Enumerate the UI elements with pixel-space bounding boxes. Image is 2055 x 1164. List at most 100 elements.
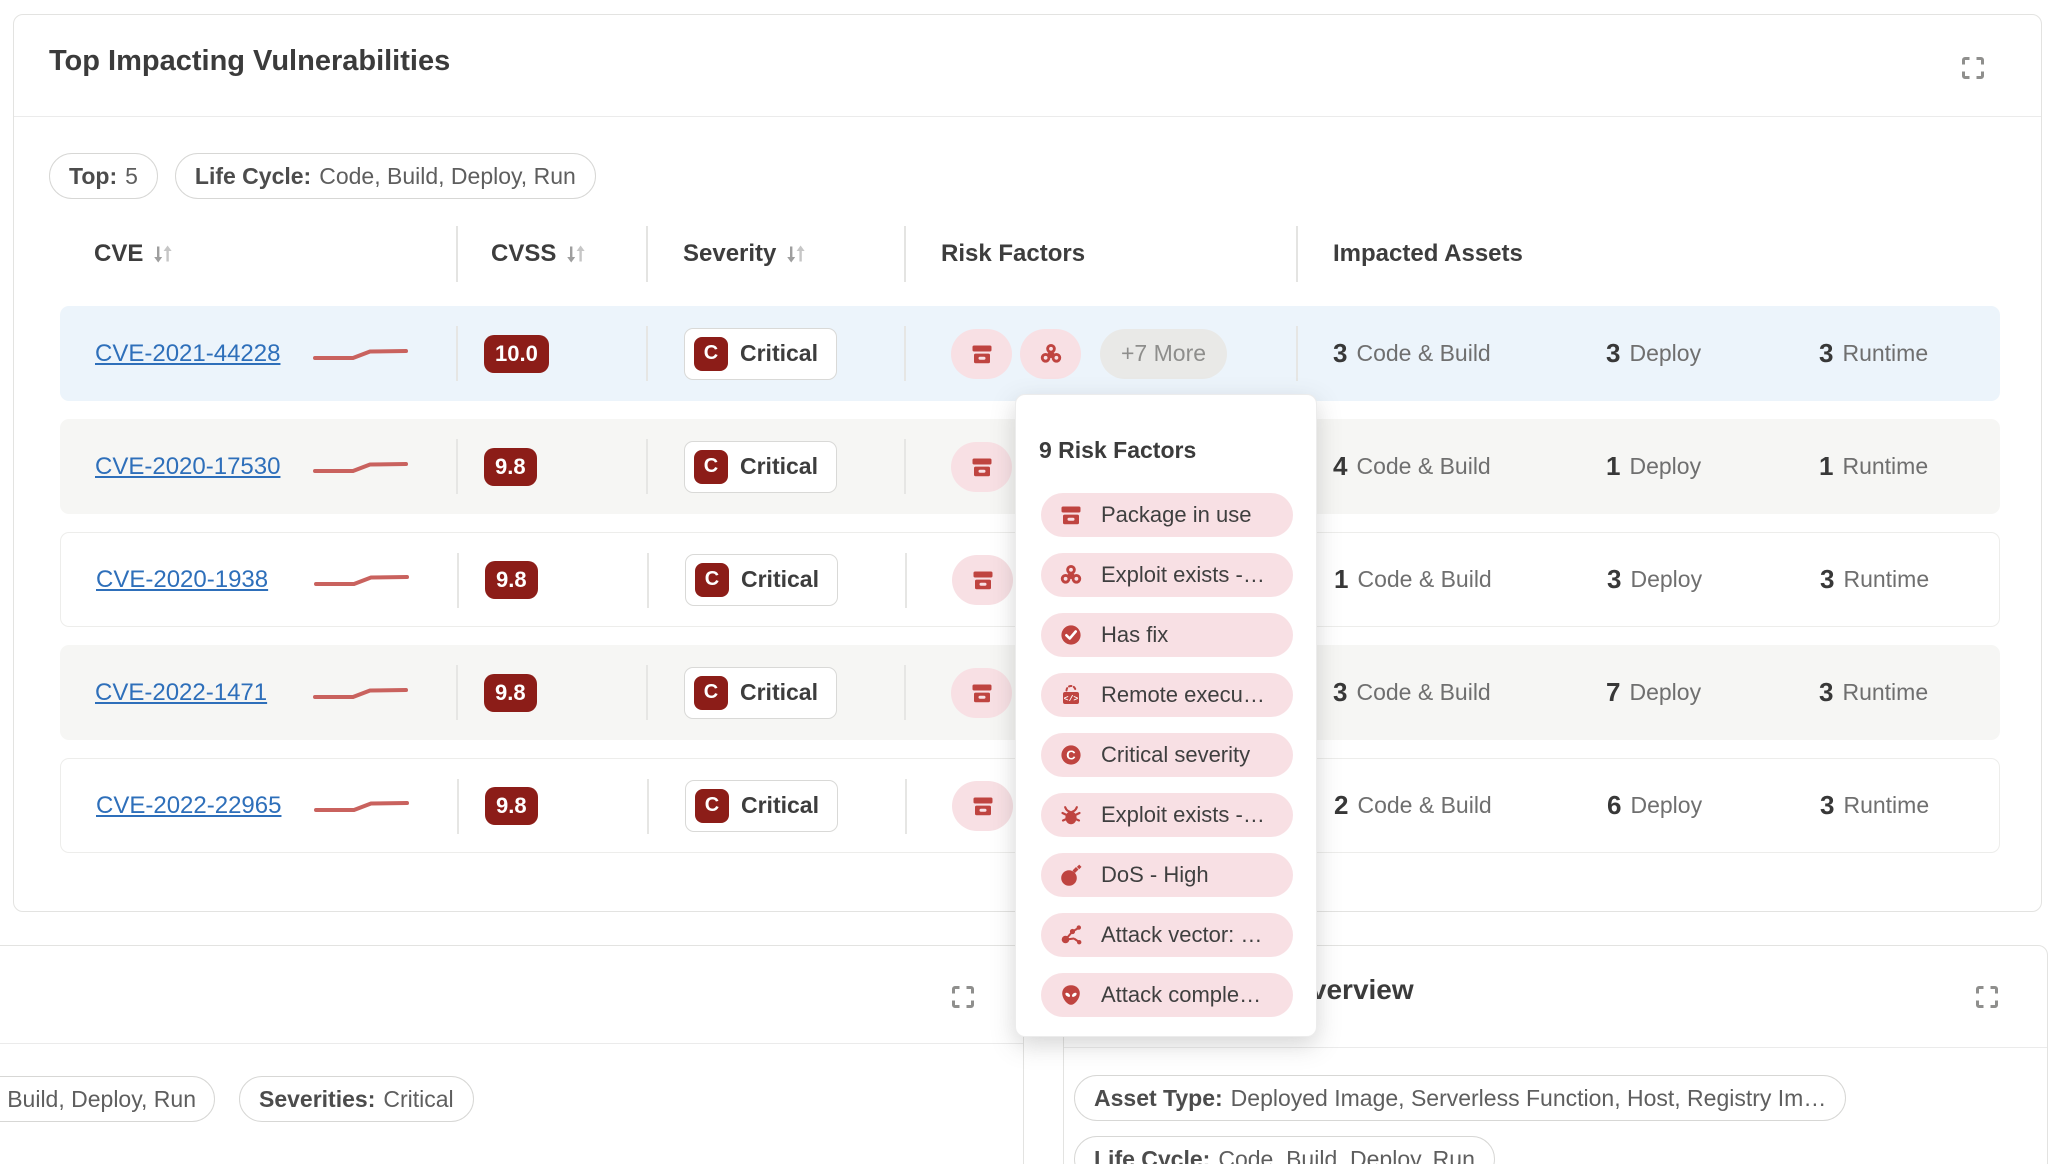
- header-divider: [14, 116, 2041, 117]
- asset-label: Code & Build: [1356, 453, 1491, 479]
- svg-text:C: C: [1066, 748, 1076, 763]
- asset-label: Deploy: [1629, 679, 1702, 705]
- column-header-severity[interactable]: Severity: [683, 229, 807, 279]
- column-header-cvss[interactable]: CVSS: [491, 229, 587, 279]
- column-divider: [904, 665, 906, 720]
- expand-icon[interactable]: [1973, 983, 2001, 1011]
- risk-factor-item: Attack comple…: [1041, 973, 1293, 1017]
- severity-label: Critical: [741, 566, 819, 592]
- column-divider: [905, 553, 907, 608]
- cvss-score-badge: 9.8: [485, 786, 538, 825]
- header-divider: [1064, 1047, 2047, 1048]
- asset-label: Runtime: [1842, 679, 1929, 705]
- table-row: CVE-2021-44228 10.0 C Critical +7 More 3 Code …: [60, 306, 2000, 401]
- column-header-impacted-assets: Impacted Assets: [1333, 229, 1523, 279]
- cve-link[interactable]: CVE-2022-22965: [96, 791, 282, 819]
- column-divider: [456, 326, 458, 381]
- asset-label: Runtime: [1842, 453, 1929, 479]
- bomb-icon: [1058, 862, 1084, 888]
- risk-factor-label: Exploit exists -…: [1101, 802, 1265, 827]
- filter-chip-value: Critical: [383, 1085, 454, 1112]
- cve-link[interactable]: CVE-2021-44228: [95, 339, 281, 367]
- cvss-score-badge: 10.0: [484, 334, 549, 373]
- check-circle-icon: [1058, 622, 1084, 648]
- column-divider: [646, 439, 648, 494]
- filter-chip-label: Top:: [69, 162, 118, 189]
- column-header-cve[interactable]: CVE: [94, 229, 174, 279]
- asset-count: 7: [1606, 677, 1621, 707]
- filter-chip-value: Deployed Image, Serverless Function, Hos…: [1230, 1084, 1827, 1111]
- risk-factor-pill[interactable]: [951, 667, 1012, 718]
- package-icon: [970, 793, 996, 819]
- risk-factor-label: Package in use: [1101, 502, 1252, 527]
- filter-chip[interactable]: Build, Deploy, Run: [0, 1076, 215, 1122]
- asset-count: 3: [1333, 677, 1348, 707]
- risk-factor-label: Critical severity: [1101, 742, 1251, 767]
- asset-count: 4: [1333, 451, 1348, 481]
- sort-icon[interactable]: [152, 243, 174, 265]
- impacted-assets-group: 3 Runtime: [1819, 306, 1928, 401]
- svg-text:</>: </>: [1064, 695, 1079, 704]
- biohazard-icon: [1038, 341, 1064, 367]
- risk-factor-pill[interactable]: [951, 328, 1012, 379]
- asset-label: Runtime: [1843, 792, 1930, 818]
- filter-chip[interactable]: Top: 5: [49, 153, 158, 199]
- severity-badge: C Critical: [685, 779, 838, 832]
- cvss-score-badge: 9.8: [484, 447, 537, 486]
- cve-link[interactable]: CVE-2022-1471: [95, 678, 268, 706]
- expand-icon[interactable]: [1959, 54, 1987, 82]
- expand-icon[interactable]: [949, 983, 977, 1011]
- asset-label: Deploy: [1630, 566, 1703, 592]
- risk-factor-list: Package in use Exploit exists -… Has fix </…: [1041, 493, 1293, 1017]
- bug-icon: [1058, 802, 1084, 828]
- filter-chip-value: Code, Build, Deploy, Run: [319, 162, 576, 189]
- column-divider: [904, 226, 906, 282]
- risk-factor-pill[interactable]: [952, 554, 1013, 605]
- filter-chip-value: Build, Deploy, Run: [7, 1085, 196, 1112]
- impacted-assets-group: 3 Runtime: [1820, 533, 1929, 626]
- impacted-assets-group: 3 Code & Build: [1333, 306, 1491, 401]
- more-risk-factors-button[interactable]: +7 More: [1100, 328, 1228, 379]
- risk-factor-pill[interactable]: [1020, 328, 1081, 379]
- asset-count: 3: [1607, 564, 1622, 594]
- risk-factor-pill[interactable]: [952, 780, 1013, 831]
- impacted-assets-group: 2 Code & Build: [1334, 759, 1492, 852]
- asset-count: 1: [1819, 451, 1834, 481]
- trend-sparkline: [313, 306, 408, 401]
- column-divider: [904, 326, 906, 381]
- asset-label: Runtime: [1842, 340, 1929, 366]
- severity-badge: C Critical: [685, 553, 838, 606]
- cve-link[interactable]: CVE-2020-17530: [95, 452, 281, 480]
- column-divider: [456, 665, 458, 720]
- filter-chip[interactable]: Asset Type: Deployed Image, Serverless Fu…: [1074, 1075, 1847, 1121]
- asset-label: Deploy: [1630, 792, 1703, 818]
- column-label: Severity: [683, 240, 777, 267]
- risk-factor-item: Exploit exists -…: [1041, 553, 1293, 597]
- risk-factor-label: DoS - High: [1101, 862, 1209, 887]
- column-label: CVSS: [491, 240, 557, 267]
- trend-sparkline: [313, 419, 408, 514]
- filter-chip-value: Code, Build, Deploy, Run: [1218, 1145, 1475, 1164]
- risk-factor-label: Attack comple…: [1101, 982, 1262, 1007]
- filter-chip[interactable]: Life Cycle: Code, Build, Deploy, Run: [1074, 1136, 1495, 1164]
- asset-label: Code & Build: [1356, 340, 1491, 366]
- severity-label: Critical: [740, 679, 818, 705]
- filter-chip[interactable]: Life Cycle: Code, Build, Deploy, Run: [174, 153, 596, 199]
- asset-count: 3: [1333, 338, 1348, 368]
- filter-chip-value: 5: [125, 162, 138, 189]
- column-divider: [647, 779, 649, 834]
- risk-factor-pill[interactable]: [951, 441, 1012, 492]
- cvss-score-badge: 9.8: [485, 560, 538, 599]
- risk-factor-item: </> Remote execu…: [1041, 673, 1293, 717]
- column-label: CVE: [94, 240, 144, 267]
- asset-count: 2: [1334, 790, 1349, 820]
- column-label: Risk Factors: [941, 240, 1086, 267]
- popup-title: 9 Risk Factors: [1039, 437, 1197, 463]
- sort-icon[interactable]: [565, 243, 587, 265]
- cve-link[interactable]: CVE-2020-1938: [96, 565, 269, 593]
- trend-sparkline: [313, 645, 408, 740]
- sort-icon[interactable]: [785, 243, 807, 265]
- column-header-risk-factors: Risk Factors: [941, 229, 1085, 279]
- filter-chip[interactable]: Severities: Critical: [239, 1076, 474, 1122]
